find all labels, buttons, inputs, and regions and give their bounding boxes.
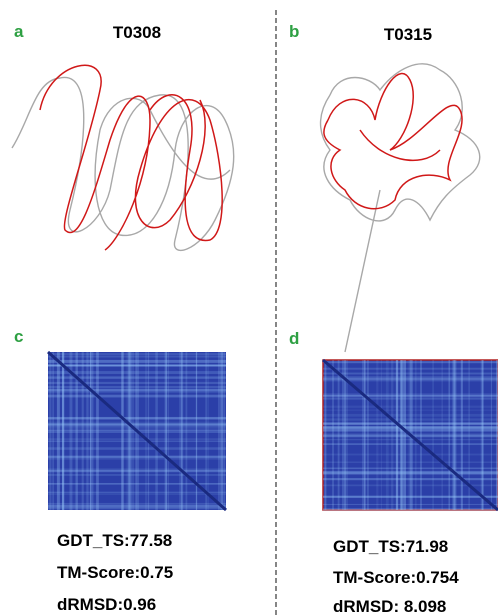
heatmap-stripe — [86, 352, 88, 510]
panel-title: T0315 — [384, 25, 432, 44]
heatmap-stripe — [381, 360, 382, 510]
heatmap-stripe — [461, 360, 463, 510]
heatmap-stripe — [323, 462, 498, 463]
heatmap-stripe — [48, 353, 226, 355]
heatmap-stripe — [420, 360, 422, 510]
heatmap-stripe — [48, 356, 226, 358]
heatmap-stripe — [52, 352, 54, 510]
heatmap-stripe — [129, 352, 131, 510]
heatmap-stripe — [323, 373, 498, 375]
panel-label: a — [14, 22, 24, 41]
structure-a — [12, 65, 234, 250]
heatmap-stripe — [48, 389, 226, 390]
heatmap-stripe — [48, 456, 226, 457]
metric: dRMSD:0.96 — [57, 595, 156, 614]
heatmap-stripe — [396, 360, 398, 510]
heatmap-stripe — [323, 439, 498, 440]
heatmap-stripe — [391, 360, 393, 510]
heatmap-stripe — [323, 368, 498, 370]
heatmap-stripe — [364, 360, 366, 510]
panel-title: T0308 — [113, 23, 161, 42]
heatmap-stripe — [481, 360, 483, 510]
heatmap-stripe — [208, 352, 209, 510]
heatmap-stripe — [323, 427, 498, 429]
heatmap-stripe — [90, 352, 91, 510]
heatmap-stripe — [441, 360, 442, 510]
heatmap-stripe — [48, 386, 226, 388]
heatmap-stripe — [131, 352, 134, 510]
heatmap-stripe — [48, 426, 226, 429]
heatmap-stripe — [323, 410, 498, 411]
heatmap-stripe — [127, 352, 130, 510]
heatmap-stripe — [48, 395, 226, 398]
heatmap-stripe — [48, 365, 226, 367]
structure-b — [321, 64, 480, 352]
heatmap — [323, 360, 498, 511]
figure: a T0308 b T0315 c d GDT_TS:77.58 TM-Scor… — [0, 0, 498, 615]
heatmap-stripe — [49, 352, 51, 510]
heatmap-stripe — [179, 352, 182, 510]
heatmap-stripe — [48, 468, 226, 471]
metric: GDT_TS:71.98 — [333, 537, 448, 556]
heatmap-stripe — [403, 360, 406, 510]
panel-label: b — [289, 22, 299, 41]
heatmap-stripe — [96, 352, 99, 510]
heatmap-stripe — [401, 360, 403, 510]
heatmap-stripe — [323, 443, 498, 445]
heatmap-stripe — [323, 495, 498, 497]
heatmap-stripe — [323, 393, 498, 394]
heatmap-stripe — [338, 360, 340, 510]
panel-label: c — [14, 327, 23, 346]
metric: TM-Score:0.754 — [333, 568, 459, 587]
metric: GDT_TS:77.58 — [57, 531, 172, 550]
heatmap-stripe — [63, 352, 65, 510]
metric: TM-Score:0.75 — [57, 563, 173, 582]
heatmap-stripe — [323, 395, 498, 397]
heatmap-stripe — [220, 352, 223, 510]
heatmap-stripe — [323, 398, 498, 400]
heatmap-stripe — [323, 478, 498, 480]
heatmap-stripe — [48, 505, 226, 508]
heatmap-stripe — [362, 360, 363, 510]
heatmap-stripe — [323, 504, 498, 505]
heatmap-stripe — [323, 509, 498, 510]
heatmap-stripe — [166, 352, 167, 510]
heatmap-stripe — [491, 360, 492, 510]
heatmap-stripe — [323, 429, 498, 432]
heatmap-stripe — [48, 494, 226, 495]
heatmap — [48, 352, 226, 510]
heatmap-stripe — [453, 360, 455, 510]
heatmap-stripe — [496, 360, 497, 510]
heatmap-stripe — [332, 360, 334, 510]
heatmap-stripe — [48, 424, 226, 426]
heatmap-stripe — [415, 360, 416, 510]
heatmap-stripe — [323, 418, 498, 420]
panel-label: d — [289, 329, 299, 348]
heatmap-stripe — [323, 423, 498, 425]
heatmap-stripe — [323, 471, 498, 473]
heatmap-stripe — [367, 360, 369, 510]
metric: dRMSD: 8.098 — [333, 597, 446, 615]
heatmap-stripe — [196, 352, 197, 510]
